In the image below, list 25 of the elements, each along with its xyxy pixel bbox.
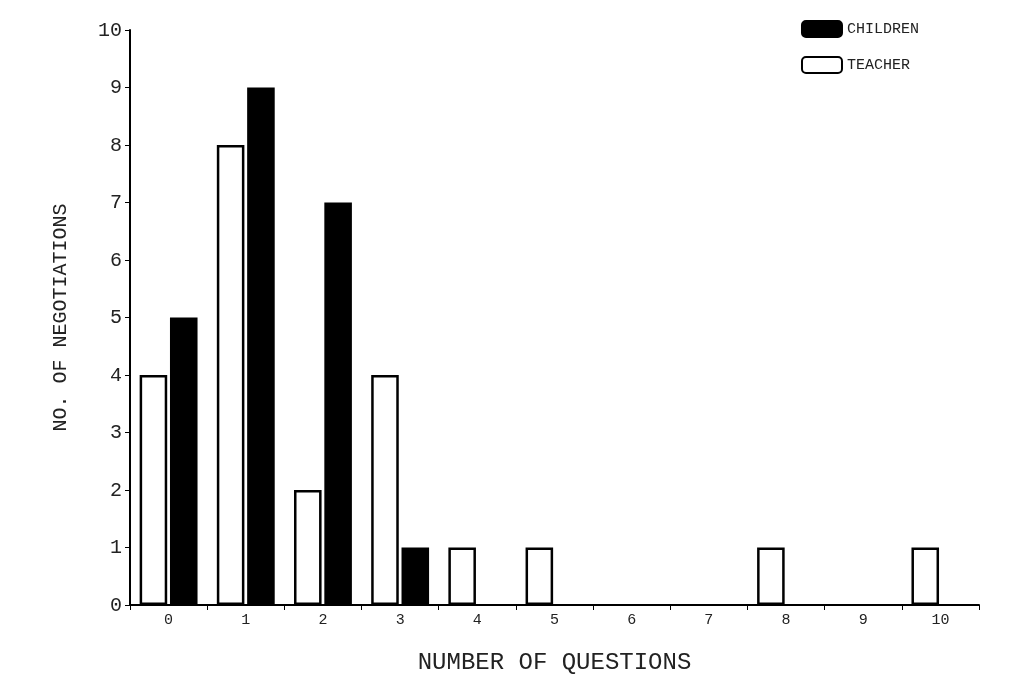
x-axis-title: NUMBER OF QUESTIONS bbox=[417, 648, 692, 676]
x-tick-label: 7 bbox=[704, 612, 714, 629]
x-tick-label: 8 bbox=[781, 612, 791, 629]
y-tick-label: 6 bbox=[109, 248, 122, 272]
y-tick-label: 7 bbox=[109, 191, 122, 214]
x-tick-label: 5 bbox=[549, 612, 560, 629]
x-tick-label: 2 bbox=[318, 612, 328, 629]
y-tick-label: 2 bbox=[109, 478, 122, 502]
x-tick-label: 6 bbox=[627, 612, 637, 629]
y-tick-label: 4 bbox=[109, 363, 122, 387]
x-tick-label: 9 bbox=[858, 612, 868, 629]
y-tick-label: 3 bbox=[109, 421, 122, 444]
y-tick-label: 8 bbox=[109, 133, 122, 157]
y-tick-label: 10 bbox=[97, 18, 122, 42]
y-tick-label: 9 bbox=[109, 76, 122, 99]
x-tick-label: 0 bbox=[164, 612, 174, 629]
legend-label: CHILDREN bbox=[846, 20, 919, 38]
x-tick-label: 3 bbox=[395, 612, 405, 629]
y-tick-label: 5 bbox=[109, 306, 122, 329]
x-tick-label: 1 bbox=[241, 612, 251, 629]
legend-label: TEACHER bbox=[846, 56, 910, 74]
x-tick-label: 10 bbox=[931, 612, 950, 629]
y-axis-title: NO. OF NEGOTIATIONS bbox=[48, 203, 72, 432]
y-tick-label: 1 bbox=[109, 536, 122, 559]
x-tick-label: 4 bbox=[472, 612, 482, 629]
